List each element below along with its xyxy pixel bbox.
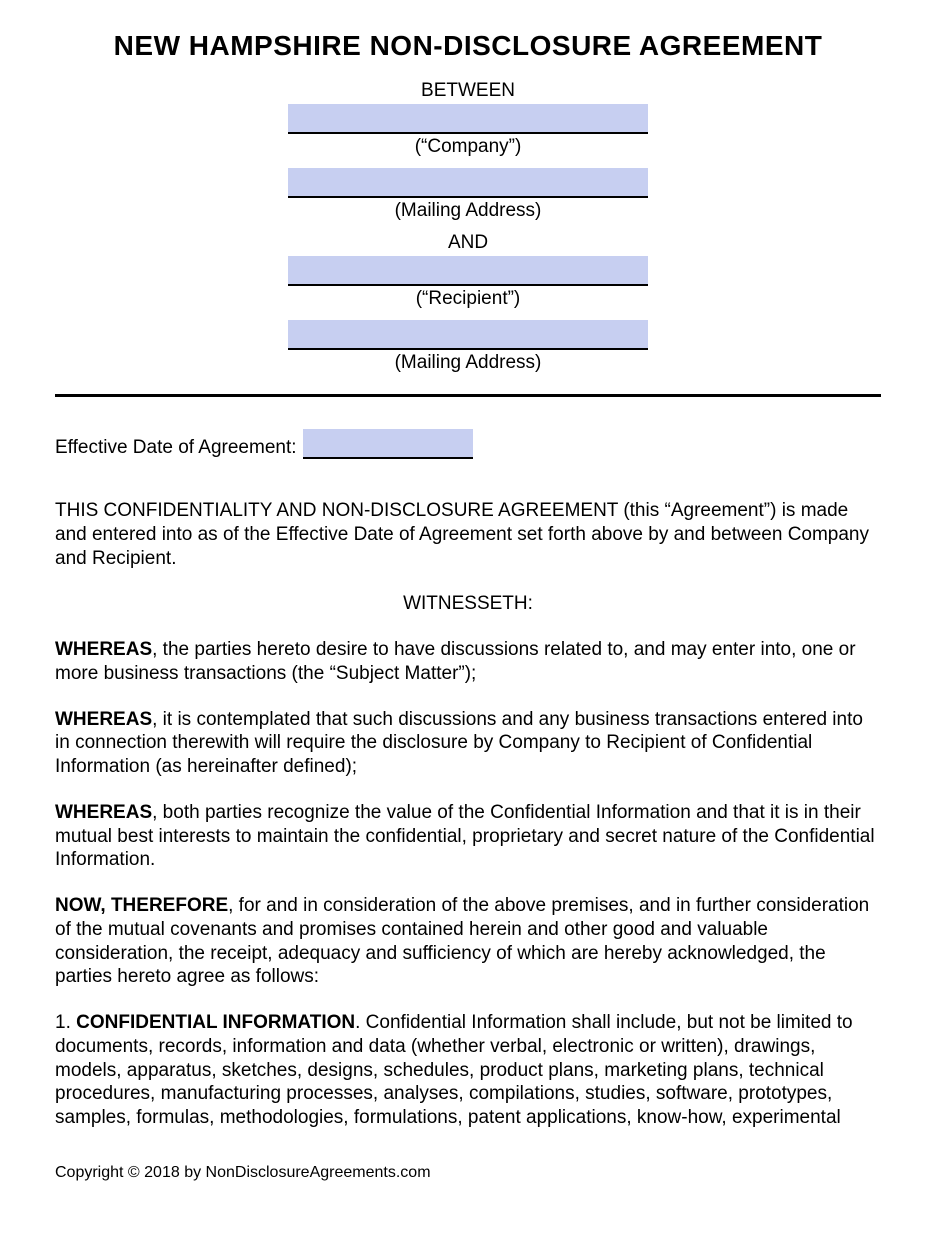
recipient-address-input[interactable] [288, 320, 648, 350]
whereas-3-lead: WHEREAS [55, 802, 152, 823]
whereas-2: WHEREAS, it is contemplated that such di… [55, 708, 881, 779]
whereas-3: WHEREAS, both parties recognize the valu… [55, 801, 881, 872]
effective-date-input[interactable] [303, 429, 473, 459]
company-name-input[interactable] [288, 104, 648, 134]
document-page: NEW HAMPSHIRE NON-DISCLOSURE AGREEMENT B… [0, 0, 936, 1202]
company-name-row [55, 104, 881, 134]
recipient-name-row [55, 256, 881, 286]
section-1: 1. CONFIDENTIAL INFORMATION. Confidentia… [55, 1011, 881, 1130]
company-mailing-caption: (Mailing Address) [55, 200, 881, 222]
whereas-1-text: , the parties hereto desire to have disc… [55, 639, 856, 684]
intro-paragraph: THIS CONFIDENTIALITY AND NON-DISCLOSURE … [55, 499, 881, 570]
recipient-mailing-caption: (Mailing Address) [55, 352, 881, 374]
recipient-name-input[interactable] [288, 256, 648, 286]
between-label: BETWEEN [55, 80, 881, 102]
whereas-1: WHEREAS, the parties hereto desire to ha… [55, 638, 881, 686]
section-1-heading: CONFIDENTIAL INFORMATION [76, 1012, 355, 1033]
company-caption: (“Company”) [55, 136, 881, 158]
copyright-footer: Copyright © 2018 by NonDisclosureAgreeme… [55, 1164, 881, 1182]
effective-date-label: Effective Date of Agreement: [55, 437, 297, 459]
whereas-3-text: , both parties recognize the value of th… [55, 802, 875, 871]
whereas-1-lead: WHEREAS [55, 639, 152, 660]
section-1-number: 1. [55, 1012, 76, 1033]
document-title: NEW HAMPSHIRE NON-DISCLOSURE AGREEMENT [55, 30, 881, 62]
parties-header: BETWEEN (“Company”) (Mailing Address) AN… [55, 80, 881, 374]
whereas-2-text: , it is contemplated that such discussio… [55, 709, 863, 778]
recipient-caption: (“Recipient”) [55, 288, 881, 310]
whereas-2-lead: WHEREAS [55, 709, 152, 730]
section-divider [55, 394, 881, 397]
now-therefore: NOW, THEREFORE, for and in consideration… [55, 894, 881, 989]
company-address-input[interactable] [288, 168, 648, 198]
company-address-row [55, 168, 881, 198]
now-therefore-lead: NOW, THEREFORE [55, 895, 228, 916]
witnesseth-label: WITNESSETH: [55, 592, 881, 616]
and-label: AND [55, 232, 881, 254]
recipient-address-row [55, 320, 881, 350]
effective-date-row: Effective Date of Agreement: [55, 429, 881, 459]
